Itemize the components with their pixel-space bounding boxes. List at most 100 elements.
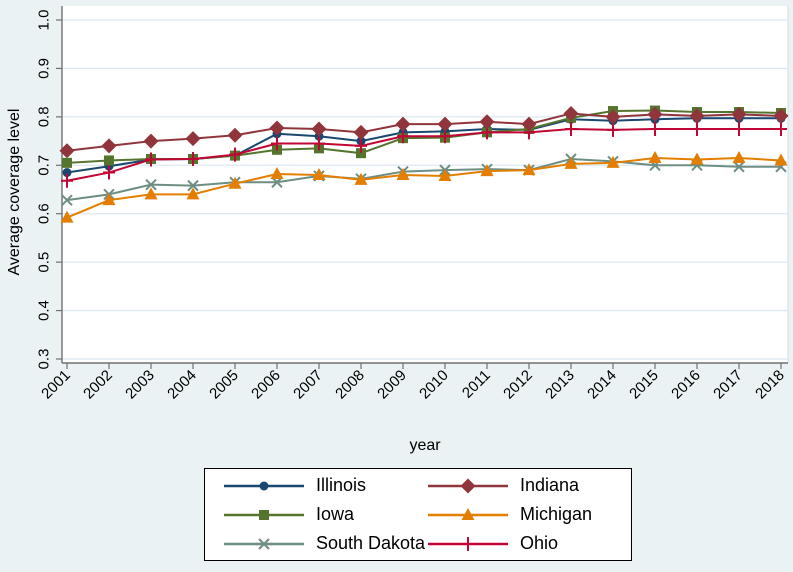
x-tick-label: 2006 xyxy=(248,367,284,403)
series-marker-indiana xyxy=(437,116,453,132)
series-marker-indiana xyxy=(563,105,579,121)
legend-square-marker-icon xyxy=(224,509,304,520)
x-tick-label: 2012 xyxy=(500,367,536,403)
legend-label: South Dakota xyxy=(316,533,426,553)
legend-item-ohio: Ohio xyxy=(427,533,631,555)
series-marker-michigan xyxy=(732,151,746,164)
legend-triangle-marker-icon xyxy=(428,507,508,520)
series-marker-indiana xyxy=(773,108,789,124)
series-marker-michigan xyxy=(774,153,788,166)
series-marker-illinois xyxy=(62,168,72,178)
series-marker-south-dakota xyxy=(61,194,73,206)
series-marker-michigan xyxy=(690,152,704,165)
series-marker-michigan xyxy=(648,151,662,164)
x-tick-label: 2011 xyxy=(459,367,494,402)
series-marker-michigan xyxy=(438,168,452,181)
legend-label: Illinois xyxy=(316,475,367,495)
series-marker-michigan xyxy=(186,187,200,200)
series-marker-ohio xyxy=(271,136,283,151)
legend-label: Ohio xyxy=(520,533,559,553)
series-marker-ohio xyxy=(607,122,619,137)
legend-label: Iowa xyxy=(316,504,355,524)
series-marker-ohio xyxy=(187,151,199,166)
series-marker-indiana xyxy=(731,106,747,122)
series-line-south-dakota xyxy=(66,157,781,202)
series-marker-ohio xyxy=(229,147,241,162)
series-marker-indiana xyxy=(479,114,495,130)
legend-item-south-dakota: South Dakota xyxy=(223,533,427,555)
series-line-michigan xyxy=(66,157,782,219)
legend-x-glyph-icon xyxy=(258,537,270,550)
series-marker-indiana xyxy=(311,121,327,137)
series-marker-indiana xyxy=(689,108,705,124)
y-tick-label: 0.7 xyxy=(36,155,53,176)
series-marker-indiana xyxy=(185,131,201,147)
x-tick-label: 2010 xyxy=(416,367,452,403)
x-tick-label: 2001 xyxy=(38,367,74,403)
series-marker-south-dakota xyxy=(187,179,199,192)
x-tick-label: 2008 xyxy=(332,367,368,403)
x-tick-label: 2002 xyxy=(80,367,116,403)
series-marker-ohio xyxy=(691,121,703,136)
series-marker-michigan xyxy=(312,167,326,180)
legend-diamond-marker-icon xyxy=(428,478,508,493)
series-marker-iowa xyxy=(356,148,366,159)
series-marker-indiana xyxy=(59,143,75,159)
series-marker-indiana xyxy=(353,124,369,140)
series-marker-ohio xyxy=(103,165,115,180)
legend-square-glyph-icon xyxy=(259,509,269,520)
legend-plus-marker-icon xyxy=(428,536,508,551)
x-tick-label: 2003 xyxy=(122,367,158,403)
series-marker-indiana xyxy=(521,116,537,132)
legend: Illinois Indiana Iowa Michigan South Dakota O… xyxy=(204,468,632,561)
series-marker-indiana xyxy=(269,120,285,136)
x-tick-label: 2018 xyxy=(752,367,788,403)
series-marker-michigan xyxy=(354,172,368,185)
legend-label: Michigan xyxy=(520,504,593,524)
series-marker-michigan xyxy=(270,167,284,180)
y-axis-title: Average coverage level xyxy=(6,108,23,276)
series-marker-iowa xyxy=(104,155,114,166)
series-marker-ohio xyxy=(733,121,745,136)
series-line-ohio xyxy=(66,127,781,182)
x-tick-label: 2016 xyxy=(668,367,704,403)
legend-item-iowa: Iowa xyxy=(223,504,427,526)
legend-circle-glyph-icon xyxy=(259,481,269,490)
series-marker-iowa xyxy=(62,157,72,168)
legend-triangle-glyph-icon xyxy=(461,507,475,520)
series-marker-michigan xyxy=(564,156,578,169)
series-marker-michigan xyxy=(60,210,74,223)
series-marker-michigan xyxy=(522,163,536,176)
series-marker-michigan xyxy=(228,176,242,189)
series-marker-south-dakota xyxy=(145,178,157,191)
series-marker-michigan xyxy=(102,193,116,206)
series-marker-michigan xyxy=(606,155,620,168)
x-tick-label: 2013 xyxy=(542,367,578,403)
series-marker-ohio xyxy=(775,121,787,136)
series-marker-ohio xyxy=(649,121,661,136)
legend-circle-marker-icon xyxy=(224,481,304,490)
series-marker-south-dakota xyxy=(733,161,745,173)
legend-item-michigan: Michigan xyxy=(427,504,631,526)
legend-label: Indiana xyxy=(520,475,580,495)
legend-plus-glyph-icon xyxy=(462,536,474,551)
x-tick-label: 2014 xyxy=(584,367,620,403)
series-marker-michigan xyxy=(480,164,494,177)
series-marker-indiana xyxy=(647,106,663,122)
series-marker-ohio xyxy=(565,121,577,136)
y-tick-label: 0.5 xyxy=(36,252,53,273)
x-tick-label: 2017 xyxy=(710,367,746,403)
y-tick-label: 0.9 xyxy=(36,58,53,79)
series-marker-indiana xyxy=(227,127,243,143)
series-marker-indiana xyxy=(101,138,117,154)
x-tick-label: 2015 xyxy=(626,367,662,403)
y-tick-label: 1.0 xyxy=(36,10,53,31)
series-marker-indiana xyxy=(395,116,411,132)
y-tick-label: 0.8 xyxy=(36,106,53,127)
legend-item-illinois: Illinois xyxy=(223,475,427,497)
series-marker-indiana xyxy=(605,109,621,125)
x-tick-label: 2004 xyxy=(164,367,200,403)
legend-x-marker-icon xyxy=(224,537,304,550)
series-marker-ohio xyxy=(61,173,73,188)
